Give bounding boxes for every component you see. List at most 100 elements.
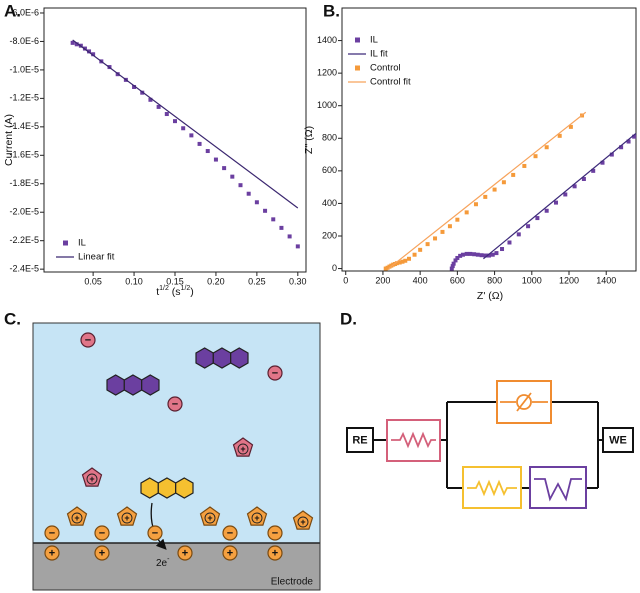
ion-sign: − [227,527,233,539]
y-axis-label: Z'' (Ω) [303,126,315,154]
y-tick-label: 1400 [317,35,337,45]
cation-core [237,443,249,455]
ion [44,545,60,561]
ion-sign: + [124,513,129,523]
y-tick-label: 400 [322,198,337,208]
cation-core [121,512,133,524]
y-tick-label: 800 [322,133,337,143]
ion [167,396,183,412]
x-tick-label: 400 [413,275,428,285]
data-point [87,49,92,54]
data-point [591,168,596,173]
data-point [472,252,477,257]
ion [94,525,110,541]
electron-label: 2e- [156,556,170,568]
ion [147,525,163,541]
ion-sign: + [272,547,278,559]
y-tick-label: 0 [332,263,337,273]
y-tick-label: 1200 [317,68,337,78]
ion [44,525,60,541]
data-point [632,134,637,139]
molecule-ring [195,347,214,369]
y-tick-label: -2.4E-5 [9,264,39,274]
ion-sign: − [85,334,91,346]
y-tick-label: -1.2E-5 [9,93,39,103]
ion-sign: − [172,398,178,410]
ion-sign: − [99,527,105,539]
data-point [544,208,549,213]
data-point [609,152,614,157]
warburg-box [529,466,587,509]
x-axis-label-part: (s [169,286,181,298]
panel-frame [32,322,321,591]
ion-sign: + [227,547,233,559]
y-tick-label: -6.0E-6 [9,7,39,17]
molecule-ring [106,374,125,396]
legend-label: IL [370,35,378,46]
warburg [534,478,582,502]
ion [222,525,238,541]
ion-sign: + [74,513,79,523]
data-point [447,224,452,229]
data-point [197,141,202,146]
fit-line [72,39,299,209]
data-point [181,126,186,131]
circuit-wires [373,401,603,489]
data-point [572,184,577,189]
we-label: WE [609,434,627,446]
cation-core [86,473,98,485]
x-axis-label: t1/2 (s1/2) [156,285,194,297]
ion [267,545,283,561]
molecule-ring [141,374,160,396]
ion [177,545,193,561]
data-point [254,200,259,205]
data-point [507,240,512,245]
ion-sign: + [300,517,305,527]
data-point [464,251,469,256]
molecule-ring [157,477,177,499]
data-point [440,229,445,234]
y-tick-label: 600 [322,165,337,175]
resistor [467,479,517,497]
legend-marker [355,37,360,43]
data-point [468,251,473,256]
molecule-ring [212,347,232,369]
data-point [568,124,573,129]
data-point [148,97,153,102]
data-point [449,266,454,271]
ion [267,365,283,381]
data-point [132,84,137,89]
data-point [279,225,284,230]
data-point [164,112,169,117]
data-point [222,166,227,171]
molecule-ring [175,477,194,499]
data-point [406,256,411,261]
y-tick-label: -1.0E-5 [9,64,39,74]
data-point [238,183,243,188]
data-point [535,216,540,221]
data-point [500,247,505,252]
fit-line [483,132,637,260]
electrode-label: Electrode [271,577,314,588]
x-tick-label: 0.20 [207,276,225,286]
data-point [74,42,79,47]
y-tick-label: -2.2E-5 [9,235,39,245]
ion-sign: − [49,527,55,539]
y-tick-label: -1.4E-5 [9,121,39,131]
data-point [418,247,423,252]
x-axis-label-part: ) [190,286,194,298]
x-tick-label: 0.30 [289,276,307,286]
data-point [412,252,417,257]
data-point [487,253,491,258]
x-tick-label: 200 [375,275,390,285]
data-point [522,163,527,168]
data-point [425,242,430,247]
data-point [433,236,438,241]
data-point [453,258,458,263]
y-tick-label: 1000 [317,100,337,110]
ion-sign: + [240,444,245,454]
ion-sign: + [207,513,212,523]
ion-sign: + [182,547,188,559]
legend-marker [63,240,68,246]
data-point [455,255,460,260]
